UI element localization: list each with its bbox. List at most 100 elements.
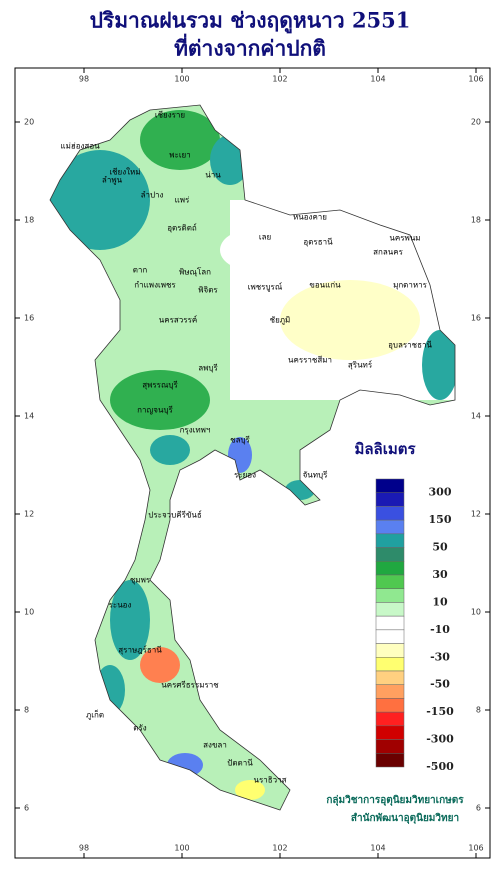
legend-swatch — [375, 670, 405, 685]
province-label: แพร่ — [175, 196, 190, 205]
province-label: กรุงเทพฯ — [180, 426, 211, 435]
province-label: ชลบุรี — [230, 436, 250, 445]
province-label: กำแพงเพชร — [134, 281, 176, 290]
province-label: มุกดาหาร — [393, 281, 428, 290]
legend-swatch — [375, 492, 405, 507]
legend-swatch — [375, 753, 405, 768]
province-label: ลำพูน — [102, 176, 123, 186]
lat-tick-label: 18 — [24, 216, 34, 225]
credit: กลุ่มวิชาการอุตุนิยมวิทยาเกษตร — [326, 794, 464, 806]
lat-tick-label: 14 — [471, 412, 481, 421]
legend-swatch — [375, 561, 405, 576]
lat-tick-label: 6 — [476, 804, 481, 813]
legend-label: 150 — [429, 513, 452, 526]
legend-swatch — [375, 506, 405, 521]
legend-swatch — [375, 602, 405, 617]
legend-label: -30 — [430, 650, 450, 663]
lat-tick-label: 12 — [24, 510, 34, 519]
lat-tick-label: 16 — [24, 314, 34, 323]
legend-swatch — [375, 547, 405, 562]
legend-swatch — [375, 739, 405, 754]
lat-tick-label: 8 — [24, 706, 29, 715]
province-label: ขอนแก่น — [309, 281, 341, 290]
legend-label: -50 — [430, 678, 450, 691]
lat-tick-label: 20 — [471, 118, 481, 127]
province-label: ลพบุรี — [198, 364, 218, 373]
lon-tick-label: 106 — [468, 75, 483, 84]
legend-label: -500 — [426, 760, 454, 773]
legend-label: 30 — [432, 568, 448, 581]
lon-tick-label: 98 — [79, 844, 89, 853]
credit: สำนักพัฒนาอุตุนิยมวิทยา — [351, 812, 459, 824]
province-label: นครพนม — [389, 234, 420, 243]
legend-label: 10 — [432, 595, 448, 608]
province-label: ตาก — [133, 266, 148, 275]
legend-swatch — [375, 533, 405, 548]
lon-tick-label: 104 — [370, 75, 385, 84]
province-label: น่าน — [205, 171, 221, 180]
province-label: ชุมพร — [130, 576, 151, 585]
province-label: สกลนคร — [373, 248, 403, 257]
legend-swatch — [375, 657, 405, 672]
province-label: จันทบุรี — [303, 471, 329, 480]
legend-label: -10 — [430, 623, 450, 636]
province-label: หนองคาย — [293, 213, 327, 222]
province-label: ภูเก็ต — [86, 710, 104, 721]
legend-swatch — [375, 643, 405, 658]
province-label: แม่ฮ่องสอน — [60, 142, 100, 151]
legend-swatch — [375, 588, 405, 603]
province-label: ชัยภูมิ — [270, 316, 291, 326]
province-label: อุบลราชธานี — [388, 341, 432, 350]
title: ปริมาณฝนรวม ช่วงฤดูหนาว 2551 — [90, 8, 411, 35]
province-label: สุรินทร์ — [348, 360, 373, 370]
lon-tick-label: 100 — [174, 75, 189, 84]
province-label: ตรัง — [133, 724, 146, 733]
province-label: นครศรีธรรมราช — [161, 681, 219, 690]
lon-tick-label: 98 — [79, 75, 89, 84]
lon-tick-label: 106 — [468, 844, 483, 853]
lat-tick-label: 16 — [471, 314, 481, 323]
lon-tick-label: 102 — [272, 75, 287, 84]
subtitle: ที่ต่างจากค่าปกติ — [174, 33, 326, 61]
province-label: พะเยา — [169, 151, 190, 160]
lon-tick-label: 102 — [272, 844, 287, 853]
province-label: เลย — [259, 233, 271, 242]
legend-label: 50 — [432, 541, 448, 554]
legend-swatch — [375, 698, 405, 713]
legend-swatch — [375, 711, 405, 727]
legend-swatch — [375, 519, 405, 535]
province-label: พิจิตร — [198, 286, 218, 295]
lat-tick-label: 10 — [471, 608, 481, 617]
province-label: สุพรรณบุรี — [142, 381, 178, 390]
legend-swatch — [375, 574, 405, 589]
province-label: สงขลา — [203, 741, 227, 750]
lat-tick-label: 14 — [24, 412, 34, 421]
legend-swatch — [375, 615, 405, 631]
map-frame — [14, 67, 491, 859]
legend-label: -300 — [426, 733, 454, 746]
lat-tick-label: 18 — [471, 216, 481, 225]
lat-tick-label: 12 — [471, 510, 481, 519]
province-label: ระนอง — [109, 601, 132, 610]
province-label: นครราชสีมา — [288, 356, 332, 365]
province-label: เชียงราย — [155, 111, 185, 120]
lon-tick-label: 100 — [174, 844, 189, 853]
province-label: เชียงใหม่ — [109, 168, 140, 177]
province-label: อุตรดิตถ์ — [167, 223, 197, 233]
lat-tick-label: 6 — [24, 804, 29, 813]
province-label: กาญจนบุรี — [137, 406, 173, 415]
province-label: เพชรบูรณ์ — [248, 282, 283, 293]
province-label: อุดรธานี — [303, 238, 333, 247]
province-label: นครสวรรค์ — [159, 315, 197, 325]
province-label: ปัตตานี — [227, 759, 253, 768]
lat-tick-label: 10 — [24, 608, 34, 617]
legend-swatch — [375, 629, 405, 644]
province-label: ลำปาง — [141, 191, 164, 200]
province-label: สุราษฎร์ธานี — [118, 645, 162, 655]
lon-tick-label: 104 — [370, 844, 385, 853]
lat-tick-label: 20 — [24, 118, 34, 127]
lat-tick-label: 8 — [476, 706, 481, 715]
province-label: นราธิวาส — [253, 776, 286, 785]
